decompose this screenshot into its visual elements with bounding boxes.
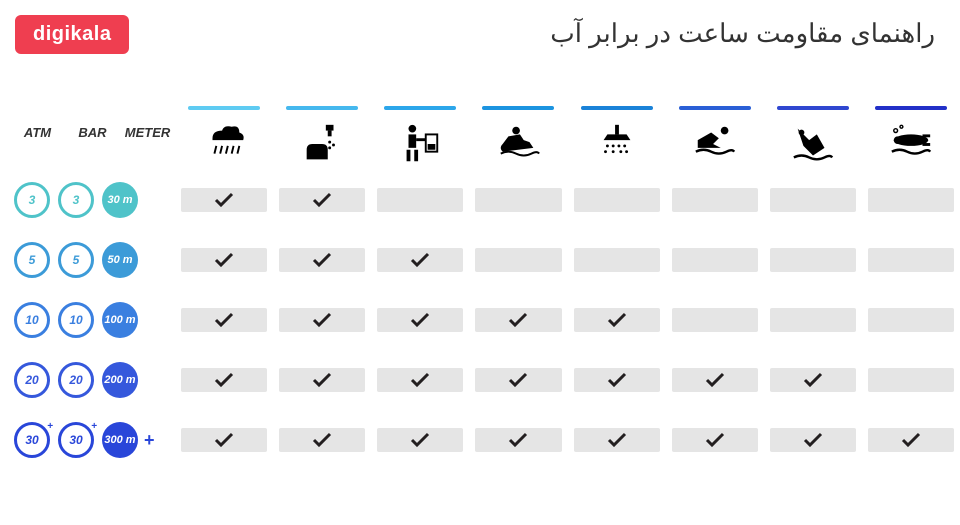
check-cell <box>770 248 856 272</box>
check-cell <box>574 368 660 392</box>
activity-shower <box>568 106 666 170</box>
check-cell <box>672 368 758 392</box>
check-cell <box>868 188 954 212</box>
hand-wash-icon <box>279 118 365 170</box>
meter-badge: 200 m <box>102 362 138 398</box>
bar-badge: 30+ <box>58 422 94 458</box>
check-cell <box>181 308 267 332</box>
activity-bar <box>875 106 947 110</box>
activity-swimming <box>666 106 764 170</box>
meter-badge: 100 m <box>102 302 138 338</box>
check-cell <box>574 308 660 332</box>
check-cell <box>672 428 758 452</box>
check-cell <box>574 248 660 272</box>
activity-bar <box>188 106 260 110</box>
activity-jetski <box>469 106 567 170</box>
atm-badge: 30+ <box>14 422 50 458</box>
check-cell <box>868 308 954 332</box>
atm-badge: 5 <box>14 242 50 278</box>
meter-badge: 30 m <box>102 182 138 218</box>
check-cell <box>279 308 365 332</box>
check-cell <box>279 368 365 392</box>
check-cell <box>377 428 463 452</box>
check-cell <box>279 428 365 452</box>
check-cell <box>868 368 954 392</box>
activity-hand-wash <box>273 106 371 170</box>
check-cell <box>181 428 267 452</box>
activity-bar <box>384 106 456 110</box>
check-cell <box>770 308 856 332</box>
check-cell <box>770 428 856 452</box>
check-cell <box>181 188 267 212</box>
table-row: 3330 m <box>0 170 960 230</box>
logo: digikala <box>15 15 129 54</box>
check-cell <box>377 368 463 392</box>
plus-indicator: + <box>144 430 155 451</box>
check-cell <box>672 308 758 332</box>
atm-badge: 3 <box>14 182 50 218</box>
activity-scuba <box>862 106 960 170</box>
scuba-icon <box>868 118 954 170</box>
resistance-table: ATMBARMETER 3330 m5550 m1010100 m2020200… <box>0 80 960 470</box>
check-cell <box>672 188 758 212</box>
check-cell <box>868 428 954 452</box>
atm-badge: 10 <box>14 302 50 338</box>
check-cell <box>868 248 954 272</box>
bar-badge: 20 <box>58 362 94 398</box>
jetski-icon <box>475 118 561 170</box>
activity-household <box>371 106 469 170</box>
check-cell <box>574 188 660 212</box>
column-header: BAR <box>65 125 120 170</box>
table-row: 30+30+300 m+ <box>0 410 960 470</box>
page-title: راهنمای مقاومت ساعت در برابر آب <box>550 18 935 49</box>
column-header: ATM <box>10 125 65 170</box>
check-cell <box>770 368 856 392</box>
bar-badge: 3 <box>58 182 94 218</box>
meter-badge: 50 m <box>102 242 138 278</box>
activity-bar <box>581 106 653 110</box>
rain-icon <box>181 118 267 170</box>
swimming-icon <box>672 118 758 170</box>
check-cell <box>279 248 365 272</box>
check-cell <box>377 248 463 272</box>
table-row: 2020200 m <box>0 350 960 410</box>
meter-badge: 300 m <box>102 422 138 458</box>
activity-bar <box>286 106 358 110</box>
snorkeling-icon <box>770 118 856 170</box>
check-cell <box>279 188 365 212</box>
check-cell <box>377 188 463 212</box>
column-header: METER <box>120 125 175 170</box>
check-cell <box>181 248 267 272</box>
check-cell <box>475 188 561 212</box>
header-row: ATMBARMETER <box>0 80 960 170</box>
activity-bar <box>777 106 849 110</box>
check-cell <box>574 428 660 452</box>
bar-badge: 5 <box>58 242 94 278</box>
check-cell <box>181 368 267 392</box>
check-cell <box>672 248 758 272</box>
check-cell <box>475 368 561 392</box>
table-row: 5550 m <box>0 230 960 290</box>
atm-badge: 20 <box>14 362 50 398</box>
activity-bar <box>482 106 554 110</box>
check-cell <box>475 428 561 452</box>
activity-rain <box>175 106 273 170</box>
activity-snorkeling <box>764 106 862 170</box>
check-cell <box>475 248 561 272</box>
household-icon <box>377 118 463 170</box>
shower-icon <box>574 118 660 170</box>
check-cell <box>377 308 463 332</box>
bar-badge: 10 <box>58 302 94 338</box>
check-cell <box>770 188 856 212</box>
check-cell <box>475 308 561 332</box>
activity-bar <box>679 106 751 110</box>
table-row: 1010100 m <box>0 290 960 350</box>
